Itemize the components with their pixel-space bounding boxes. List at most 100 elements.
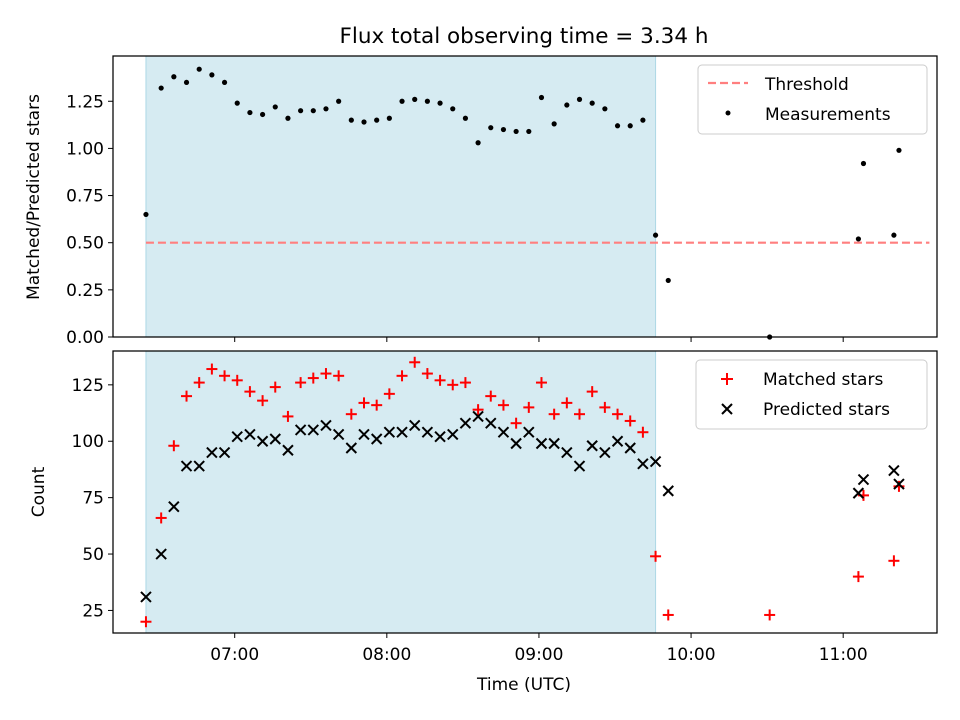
predicted-star-point xyxy=(434,431,446,443)
matched-star-point xyxy=(396,370,408,382)
predicted-star-point xyxy=(193,460,205,472)
measurement-point xyxy=(361,119,367,125)
matched-star-point xyxy=(168,440,180,452)
predicted-star-point xyxy=(497,426,510,438)
measurement-point xyxy=(171,74,177,80)
y-tick-label: 100 xyxy=(72,432,104,452)
measurement-point xyxy=(158,85,164,91)
matched-star-point xyxy=(548,408,560,420)
legend-box xyxy=(697,64,928,135)
matched-star-point xyxy=(383,388,395,400)
measurement-point xyxy=(374,117,380,123)
measurement-point xyxy=(323,106,329,112)
matched-star-point xyxy=(345,408,357,420)
measurement-point xyxy=(564,102,570,108)
measurement-point xyxy=(488,125,494,131)
predicted-star-point xyxy=(599,446,611,459)
measurement-point xyxy=(424,98,430,104)
matched-star-point xyxy=(269,381,281,393)
legend-predicted-swatch xyxy=(721,403,733,415)
panel-count-shade xyxy=(145,350,657,634)
predicted-star-point xyxy=(573,460,586,472)
matched-star-point xyxy=(497,399,509,411)
predicted-star-point xyxy=(459,417,472,429)
matched-star-point xyxy=(888,555,900,567)
panel-count-x-ticks: 07:00 08:00 09:00 10:00 11:00 xyxy=(210,633,868,665)
x-tick-label: 08:00 xyxy=(362,645,411,665)
measurement-point xyxy=(348,117,354,123)
y-tick-label: 125 xyxy=(72,376,104,396)
predicted-star-point xyxy=(140,591,152,603)
predicted-star-point xyxy=(586,440,598,452)
matched-star-point xyxy=(257,395,269,407)
matched-star-point xyxy=(409,356,421,368)
measurement-point xyxy=(589,100,595,106)
matched-star-point xyxy=(155,512,167,524)
panel-ratio-frame xyxy=(112,55,938,338)
x-tick-label: 11:00 xyxy=(819,645,868,665)
measurement-point xyxy=(855,236,862,242)
measurement-point xyxy=(538,94,545,101)
matched-star-point xyxy=(371,399,383,411)
predicted-star-point xyxy=(206,446,218,459)
matched-star-point xyxy=(599,401,611,413)
matched-star-point xyxy=(624,415,636,427)
matched-star-point xyxy=(764,609,776,621)
predicted-star-point xyxy=(649,455,662,468)
matched-star-point xyxy=(358,397,370,409)
y-tick-label: 75 xyxy=(82,489,104,509)
matched-star-point xyxy=(320,368,332,380)
measurement-point xyxy=(462,115,469,121)
matched-star-point xyxy=(421,368,433,380)
measurement-point xyxy=(336,98,342,104)
measurement-point xyxy=(891,232,897,238)
legend-threshold-label: Threshold xyxy=(764,75,849,95)
measurement-point xyxy=(209,72,215,78)
matched-star-point xyxy=(852,571,864,583)
matched-star-point xyxy=(231,374,243,386)
panel-count-frame xyxy=(112,350,938,634)
x-axis-label: Time (UTC) xyxy=(476,675,571,695)
matched-star-point xyxy=(434,374,446,386)
measurement-point xyxy=(247,109,253,116)
predicted-star-point xyxy=(548,437,560,450)
matched-star-point xyxy=(459,377,471,389)
measurement-point xyxy=(234,100,240,106)
legend-matched-swatch xyxy=(721,373,733,385)
predicted-star-point xyxy=(345,442,358,454)
matched-star-point xyxy=(447,379,459,391)
panel-ratio-x-ticks xyxy=(234,337,844,342)
predicted-star-point xyxy=(888,464,900,477)
matched-star-point xyxy=(282,410,294,422)
measurement-point xyxy=(437,100,443,106)
predicted-star-point xyxy=(358,428,370,441)
measurement-point xyxy=(196,66,202,72)
measurement-point xyxy=(143,211,149,218)
predicted-star-point xyxy=(535,437,548,450)
legend-measurements-swatch xyxy=(725,110,731,116)
panel-ratio-y-ticks: 0.00 0.25 0.50 0.75 1.00 1.25 xyxy=(66,92,113,348)
measurement-point xyxy=(551,121,557,127)
matched-star-point xyxy=(219,370,231,382)
measurement-point xyxy=(896,147,902,153)
measurement-point xyxy=(285,115,291,121)
measurement-point xyxy=(576,96,583,102)
predicted-star-point xyxy=(510,437,522,450)
predicted-star-point xyxy=(370,433,383,445)
matched-star-point xyxy=(637,426,649,438)
measurement-point xyxy=(298,108,304,114)
predicted-star-point xyxy=(611,435,624,447)
measurement-point xyxy=(475,140,481,146)
matched-star-point xyxy=(307,372,319,384)
measurement-point xyxy=(310,108,316,114)
measurement-point xyxy=(399,98,405,104)
predicted-star-point xyxy=(269,433,281,445)
matched-star-point xyxy=(574,408,586,420)
panel-count: 25 50 75 100 125 07:00 08:00 09:00 10:00 11:00 C… xyxy=(29,350,938,665)
panel-ratio: 0.00 0.25 0.50 0.75 1.00 1.25 Matched/Predict… xyxy=(24,55,938,348)
predicted-star-point xyxy=(294,424,307,436)
predicted-star-point xyxy=(396,426,408,438)
predicted-star-point xyxy=(857,473,870,486)
predicted-star-point xyxy=(662,485,674,497)
